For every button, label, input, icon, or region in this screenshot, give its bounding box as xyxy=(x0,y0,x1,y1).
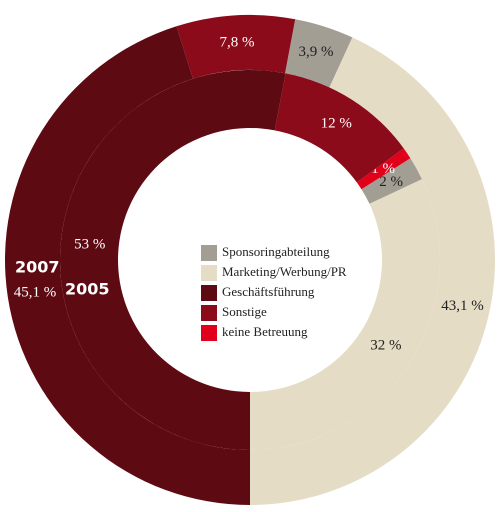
legend-swatch xyxy=(201,305,217,321)
legend-label: Sponsoringabteilung xyxy=(222,244,330,259)
value-label: 2 % xyxy=(379,174,403,190)
ring-segment xyxy=(285,19,353,88)
value-label: 43,1 % xyxy=(441,298,484,314)
value-label: 12 % xyxy=(321,116,352,132)
ring-segment xyxy=(5,26,251,506)
ring-segment xyxy=(361,158,422,204)
series-label: 2007 xyxy=(15,258,60,277)
ring-segment xyxy=(356,148,411,190)
ring-segment xyxy=(274,73,404,183)
value-label: 3,9 % xyxy=(298,44,333,60)
ring-segment xyxy=(176,14,296,79)
value-label: 32 % xyxy=(370,338,401,354)
legend-swatch xyxy=(201,245,217,261)
legend-swatch xyxy=(201,325,217,341)
value-label: 53 % xyxy=(74,236,105,252)
legend-label: Geschäftsführung xyxy=(222,284,315,299)
ring-segment xyxy=(250,37,495,506)
legend-label: Marketing/Werbung/PR xyxy=(222,264,347,279)
ring-segment xyxy=(60,70,286,450)
value-label: 45,1 % xyxy=(14,284,57,300)
legend-swatch xyxy=(201,285,217,301)
legend-label: keine Betreuung xyxy=(222,324,308,339)
legend-swatch xyxy=(201,265,217,281)
legend-label: Sonstige xyxy=(222,304,267,319)
series-label: 2005 xyxy=(65,280,110,299)
ring-segment xyxy=(250,179,440,450)
value-label: 7,8 % xyxy=(220,34,255,50)
